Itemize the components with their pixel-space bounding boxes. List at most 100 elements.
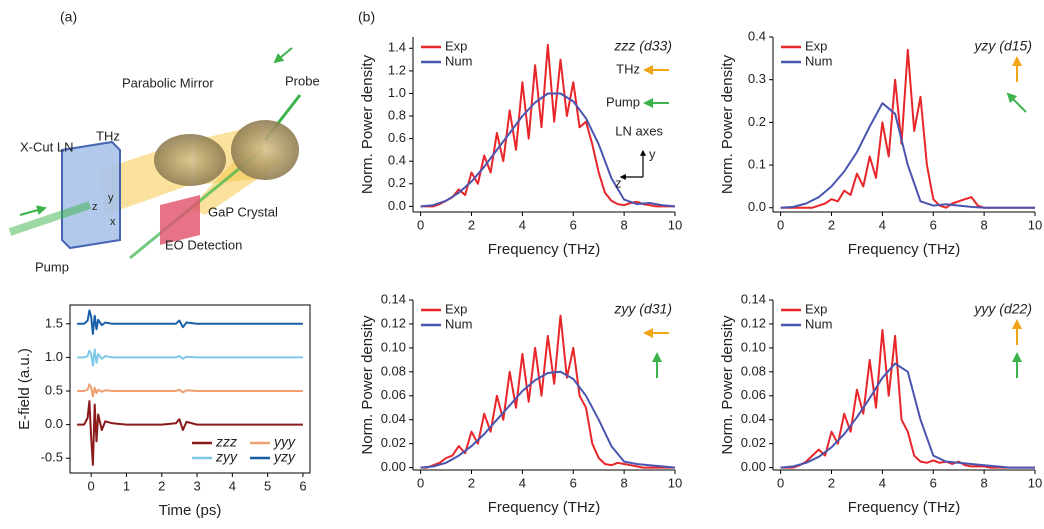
x-tick-label: 8 [621,475,628,490]
y-tick-label: 0.12 [381,315,406,330]
y-tick-label: 0.2 [388,175,406,190]
chart-title: zzz (d33) [613,38,672,54]
x-tick-label: 10 [1028,217,1042,232]
legend-label: yzy [273,449,296,465]
y-tick-label: 1.4 [388,40,406,55]
diagram-label: Parabolic Mirror [122,75,214,90]
gap-crystal [160,195,200,245]
x-tick-label: 4 [519,475,526,490]
y-tick-label: 1.0 [388,85,406,100]
data-line [420,314,675,469]
legend-label: Num [805,316,832,331]
parabolic-mirror [154,134,226,186]
data-line [420,92,676,208]
x-tick-label: 6 [930,217,937,232]
y-axis-label: Norm. Power density [719,54,736,194]
x-tick-label: 5 [264,478,271,493]
y-tick-label: 0.14 [741,291,766,306]
y-tick-label: 0.3 [748,71,766,86]
x-axis-label: Frequency (THz) [848,499,961,516]
data-line [780,48,1035,209]
panel-label: (b) [358,9,375,25]
y-tick-label: 0.0 [748,199,766,214]
x-tick-label: 1 [123,478,130,493]
pump-arrow [19,205,47,216]
x-tick-label: 10 [1028,475,1042,490]
parabolic-mirror [231,120,299,180]
x-tick-label: 8 [621,217,628,232]
panel-label: (a) [60,9,77,25]
x-tick-label: 6 [570,475,577,490]
chart-title: zyy (d31) [613,301,672,317]
x-axis-label: Frequency (THz) [488,499,601,516]
y-tick-label: 0.04 [741,411,766,426]
diagram-label: Probe [285,73,320,88]
diagram-axis: z [92,201,98,213]
chart-title: yzy (d15) [973,38,1032,54]
data-line [77,348,303,367]
x-tick-label: 0 [417,475,424,490]
y-axis-label: Norm. Power density [719,315,736,455]
polarization-arrow [1006,92,1027,113]
chart-title: yyy (d22) [973,301,1032,317]
y-tick-label: 0.12 [741,315,766,330]
x-tick-label: 0 [777,475,784,490]
ln-crystal [61,140,121,250]
y-tick-label: 0.14 [381,291,406,306]
y-tick-label: 0.10 [381,339,406,354]
diagram-label: THz [96,128,120,143]
y-tick-label: 0.00 [381,459,406,474]
legend-label: Num [445,316,472,331]
y-tick-label: 1.5 [45,315,63,330]
x-tick-label: 3 [193,478,200,493]
annotation: THz [616,61,640,76]
y-tick-label: 0.02 [741,435,766,450]
y-tick-label: 1.0 [45,349,63,364]
x-tick-label: 6 [930,475,937,490]
y-tick-label: 0.1 [748,156,766,171]
x-tick-label: 2 [828,217,835,232]
x-tick-label: 4 [229,478,236,493]
x-tick-label: 0 [88,478,95,493]
y-tick-label: 0.06 [381,387,406,402]
annotation: z [615,175,622,190]
x-tick-label: 2 [158,478,165,493]
y-tick-label: 1.2 [388,62,406,77]
y-tick-label: 0.00 [741,459,766,474]
data-line [780,102,1035,209]
y-tick-label: 0.5 [45,382,63,397]
y-tick-label: 0.08 [381,363,406,378]
legend-label: Exp [805,301,827,316]
data-line [420,370,676,469]
data-line [780,328,1035,469]
x-tick-label: 2 [828,475,835,490]
legend-label: Exp [445,38,467,53]
y-axis-label: Norm. Power density [359,54,376,194]
legend-label: zzz [215,434,237,450]
diagram-axis: y [108,192,114,204]
diagram-label: EO Detection [165,237,242,252]
x-tick-label: 8 [981,475,988,490]
annotation: y [649,146,656,161]
annotation: LN axes [615,123,663,138]
y-tick-label: 0.02 [381,435,406,450]
x-tick-label: 4 [879,475,886,490]
x-axis-label: Frequency (THz) [488,241,601,258]
x-axis-label: Time (ps) [159,502,222,519]
probe-arrow [273,47,293,64]
diagram-label: X-Cut LN [20,139,73,154]
data-line [77,383,303,398]
setup-diagram: Parabolic Mirror Probe THz X-Cut LN GaP … [8,47,320,274]
legend-label: Num [805,53,832,68]
x-tick-label: 2 [468,475,475,490]
y-tick-label: 0.4 [388,153,406,168]
y-axis-label: Norm. Power density [359,315,376,455]
legend-label: Exp [805,38,827,53]
x-tick-label: 10 [668,475,682,490]
data-line [780,362,1035,469]
y-tick-label: 0.04 [381,411,406,426]
y-tick-label: 0.2 [748,114,766,129]
x-tick-label: 2 [468,217,475,232]
y-tick-label: 0.4 [748,28,766,43]
